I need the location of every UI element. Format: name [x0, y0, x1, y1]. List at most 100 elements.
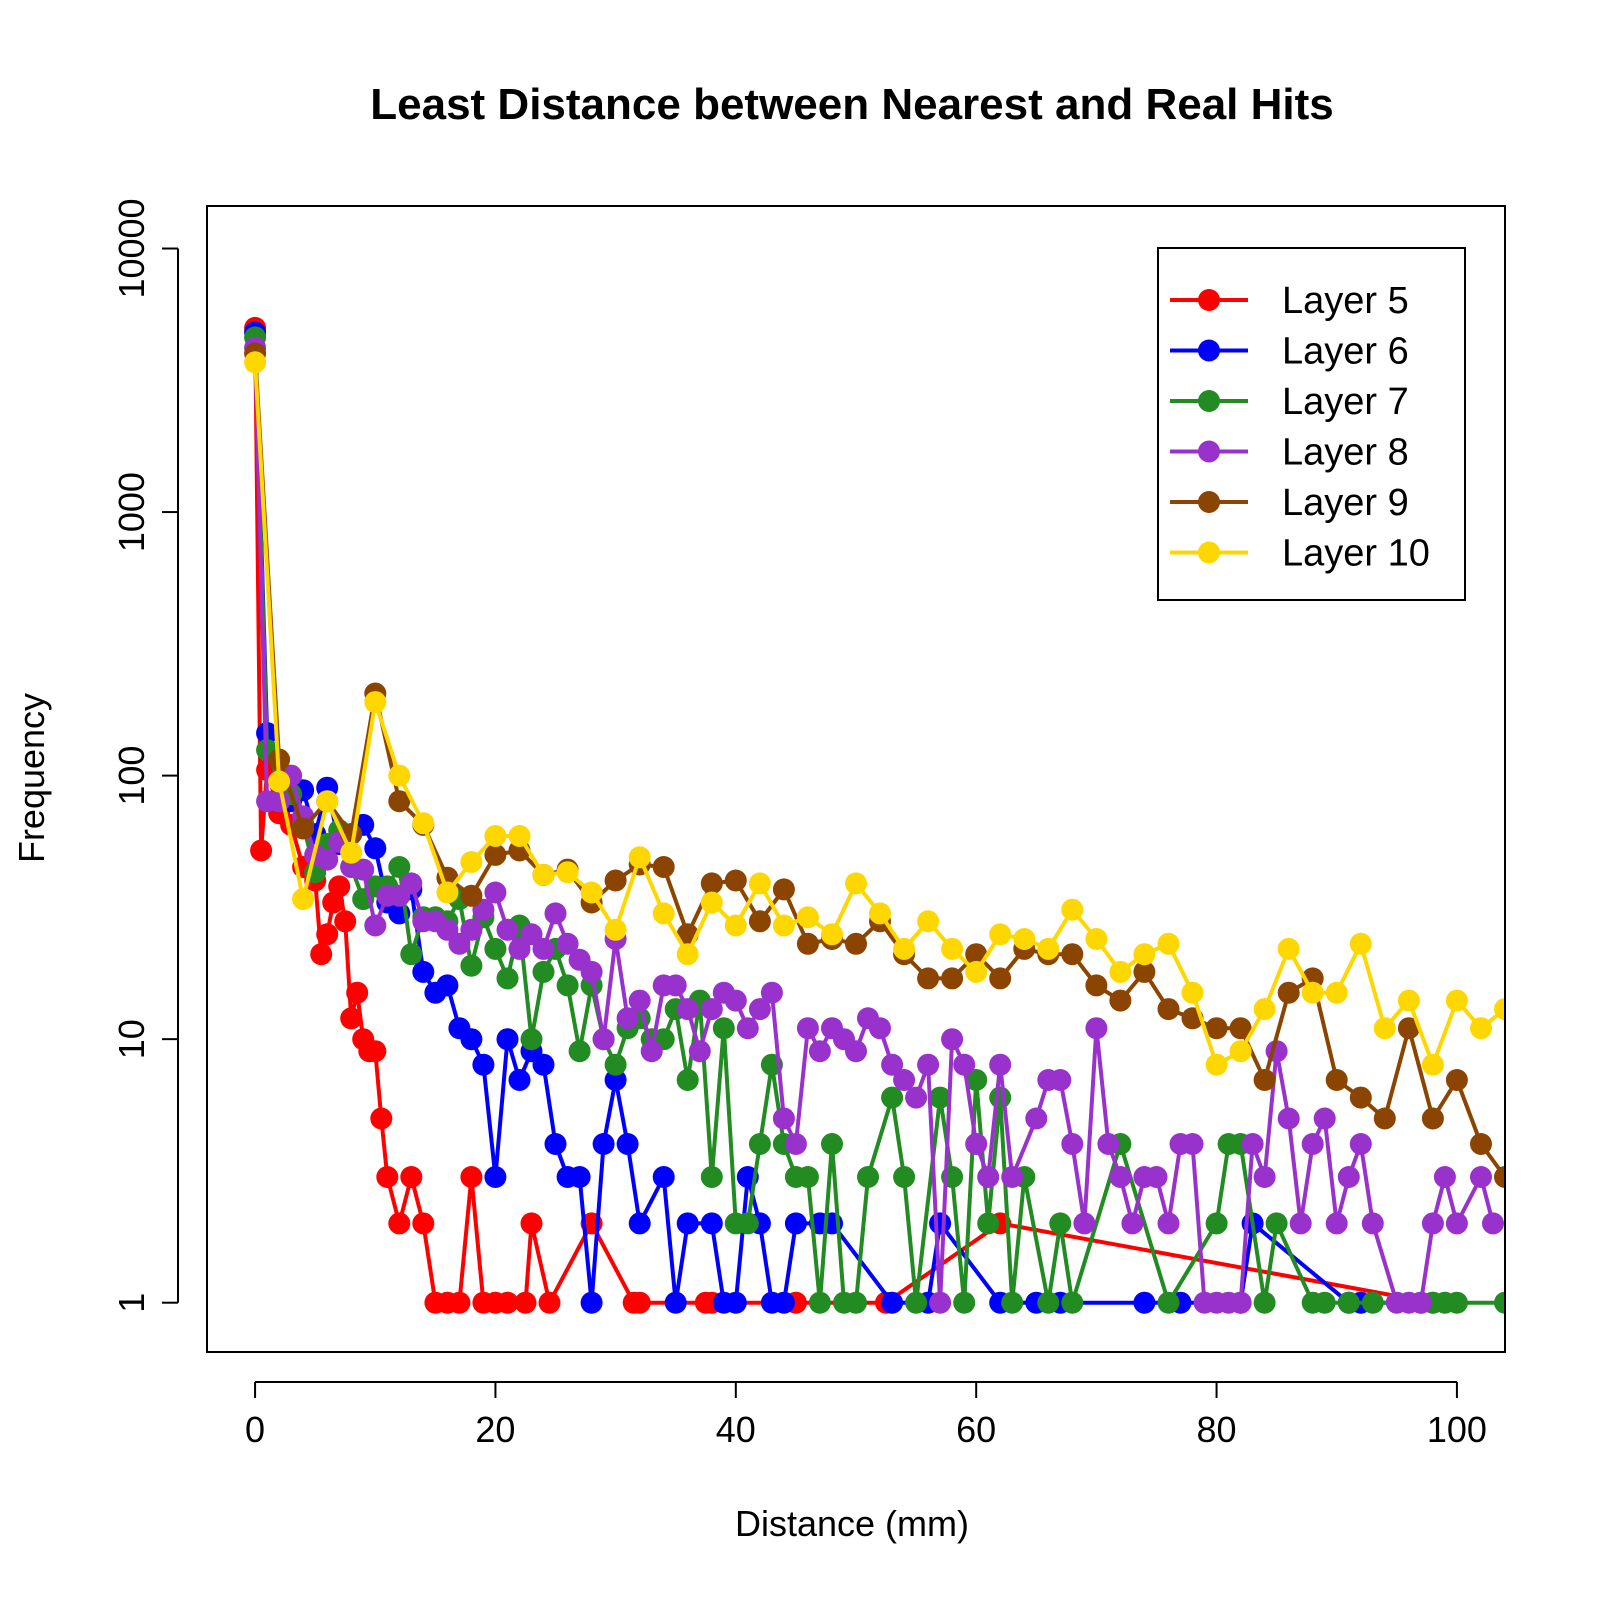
data-point [784, 1133, 807, 1155]
data-point [929, 1212, 952, 1235]
series-group [244, 316, 1505, 1314]
data-point [604, 1053, 627, 1076]
data-point [1445, 1069, 1468, 1091]
data-point [1470, 1017, 1492, 1040]
data-point [676, 1212, 699, 1235]
data-point [532, 1053, 555, 1076]
legend-marker [1198, 541, 1220, 564]
legend-marker [1198, 390, 1220, 412]
x-tick-label: 0 [245, 1409, 265, 1450]
data-point [1445, 1291, 1468, 1314]
data-point [1253, 1166, 1276, 1188]
data-point [1229, 1291, 1252, 1314]
data-point [965, 960, 988, 983]
data-point [941, 1028, 964, 1051]
data-point [1253, 1291, 1276, 1314]
data-point [845, 1291, 867, 1314]
legend-marker [1198, 440, 1220, 463]
data-point [460, 1028, 483, 1051]
data-point [1241, 1133, 1264, 1155]
data-point [292, 817, 315, 840]
data-point [1277, 937, 1300, 960]
data-point [1301, 1133, 1324, 1155]
data-point [905, 1086, 928, 1109]
data-point [784, 1212, 807, 1235]
data-point [917, 967, 940, 990]
data-point [1037, 1291, 1060, 1314]
data-point [989, 967, 1012, 990]
data-point [1157, 1291, 1180, 1314]
data-point [346, 981, 369, 1004]
legend-item: Layer 10 [1170, 533, 1430, 575]
data-point [460, 954, 483, 977]
data-point [821, 923, 843, 946]
data-point [388, 1212, 411, 1235]
data-point [616, 1133, 639, 1155]
data-point [436, 881, 459, 904]
data-point [748, 998, 771, 1021]
data-point [676, 998, 699, 1021]
data-point [310, 943, 333, 966]
legend-label: Layer 10 [1282, 533, 1430, 575]
data-point [1001, 1166, 1024, 1188]
data-point [580, 960, 603, 983]
data-point [881, 1053, 904, 1076]
x-tick-label: 40 [716, 1409, 756, 1450]
data-point [268, 790, 291, 813]
y-tick-label: 100 [111, 746, 152, 806]
data-point [1277, 981, 1300, 1004]
data-point [604, 1069, 627, 1091]
legend-label: Layer 9 [1282, 482, 1409, 524]
data-point [796, 1017, 819, 1040]
data-point [520, 923, 543, 946]
data-point [388, 764, 411, 787]
data-point [628, 1291, 651, 1314]
data-point [496, 918, 519, 941]
data-point [893, 1166, 916, 1188]
data-point [400, 872, 423, 895]
data-point [1121, 1212, 1144, 1235]
data-point [1337, 1291, 1360, 1314]
data-point [592, 1028, 615, 1051]
data-point [1061, 898, 1084, 921]
data-point [1109, 1166, 1132, 1188]
data-point [1397, 1017, 1420, 1040]
data-point [400, 1166, 423, 1188]
data-point [364, 1040, 387, 1063]
data-point [460, 918, 483, 941]
data-point [772, 1107, 795, 1130]
legend: Layer 5 Layer 6 Layer 7 Layer 8 Layer 9 Layer… [1157, 247, 1466, 601]
data-point [1325, 981, 1348, 1004]
data-point [845, 1040, 867, 1063]
legend-marker [1198, 491, 1220, 513]
data-point [1253, 1069, 1276, 1091]
data-point [1421, 1107, 1444, 1130]
data-point [929, 1291, 952, 1314]
data-point [676, 1069, 699, 1091]
data-point [1397, 989, 1420, 1012]
data-point [821, 1133, 843, 1155]
data-point [472, 1053, 495, 1076]
data-point [328, 875, 351, 898]
data-point [1433, 1166, 1456, 1188]
x-tick-label: 20 [475, 1409, 515, 1450]
data-point [1494, 998, 1505, 1021]
y-axis-label: Frequency [11, 693, 52, 863]
data-point [989, 1086, 1012, 1109]
data-point [1157, 1212, 1180, 1235]
data-point [508, 1069, 531, 1091]
data-point [1421, 1053, 1444, 1076]
data-point [1061, 1291, 1084, 1314]
data-point [1133, 1291, 1156, 1314]
data-point [628, 1212, 651, 1235]
data-point [1265, 1212, 1288, 1235]
data-point [484, 1166, 507, 1188]
data-point [484, 881, 507, 904]
data-point [700, 1166, 723, 1188]
data-point [1349, 1133, 1372, 1155]
data-point [640, 1040, 663, 1063]
data-point [917, 1053, 940, 1076]
legend-item: Layer 7 [1170, 381, 1409, 423]
data-point [352, 858, 375, 881]
